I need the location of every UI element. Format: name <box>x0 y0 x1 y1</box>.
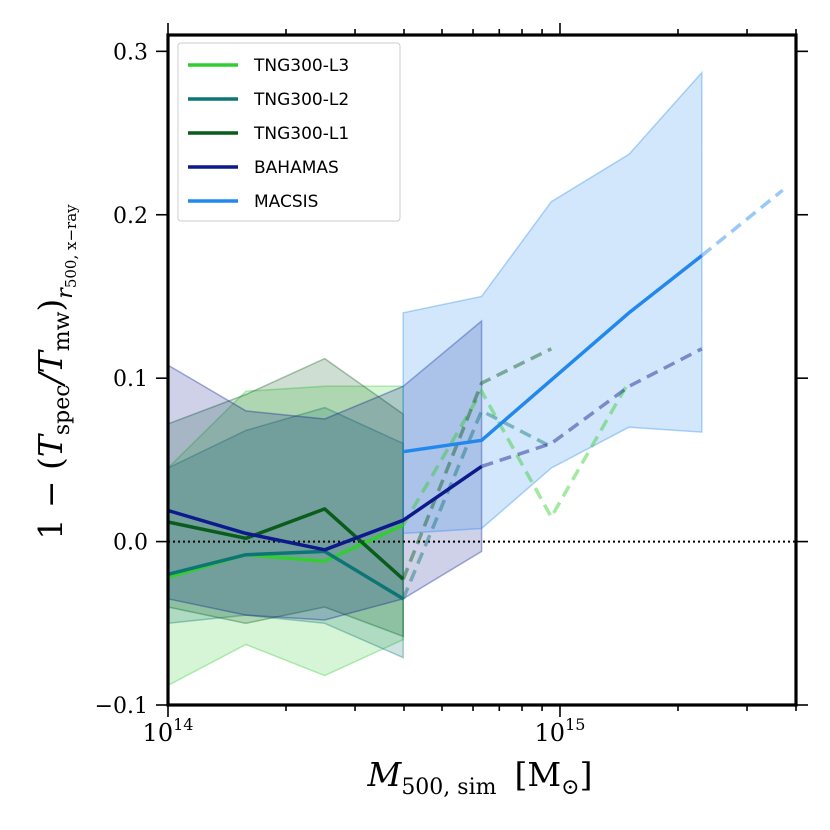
dashed-line-bahamas <box>481 347 703 469</box>
y-axis-label: 1 − (Tspec/Tmw)r500, x−ray <box>31 204 80 540</box>
dashed-line-tng300-l3 <box>401 380 631 527</box>
line-tng300-l2 <box>167 549 405 601</box>
legend-label-tng300-l1: TNG300-L1 <box>253 124 349 144</box>
x-axis-label-main: M <box>367 755 403 794</box>
x-axis-label-unit: [M <box>514 755 561 794</box>
line-macsis <box>402 254 703 454</box>
line-tng300-l1 <box>167 507 405 581</box>
dashed-line-tng300-l2 <box>401 408 553 600</box>
y-axis-label-close: ) <box>31 299 70 312</box>
x-tick-label-exponent: 14 <box>173 715 193 734</box>
y-axis-label-s2: mw <box>50 311 75 351</box>
x-axis-label: M500, sim [M⊙] <box>367 755 593 800</box>
y-axis-label-t2: T <box>31 348 70 373</box>
legend-label-bahamas: BAHAMAS <box>254 158 339 178</box>
legend-label-tng300-l3: TNG300-L3 <box>253 56 349 76</box>
band-macsis <box>402 70 703 535</box>
y-axis-label-sub: r <box>53 287 78 299</box>
x-axis-label-unit-close: ] <box>580 755 593 794</box>
band-bahamas <box>167 319 483 621</box>
band-tng300-l3 <box>167 385 404 687</box>
tick-labels-layer: 1014 1015−0.10.00.10.20.3 <box>95 40 586 747</box>
solid-lines-layer <box>167 254 703 601</box>
x-axis-label-sub: 500, sim <box>401 775 496 800</box>
y-tick-label: 0.2 <box>113 204 148 229</box>
y-tick-label: 0.3 <box>113 40 148 65</box>
dashed-lines-layer <box>401 188 784 600</box>
dashed-line-tng300-l1 <box>401 347 553 580</box>
x-axis-label-unit-sub: ⊙ <box>561 775 579 800</box>
y-tick-label: 0.1 <box>113 367 148 392</box>
y-axis-label-sub2: 500, x−ray <box>62 204 80 288</box>
x-tick-label-exponent: 15 <box>565 715 585 734</box>
x-tick-label: 1014 <box>143 715 194 747</box>
band-tng300-l2 <box>167 406 404 659</box>
band-tng300-l1 <box>167 357 404 638</box>
bands-layer <box>167 70 703 687</box>
legend-label-tng300-l2: TNG300-L2 <box>253 90 349 110</box>
legend: TNG300-L3 TNG300-L2 TNG300-L1 BAHAMAS MACSIS <box>177 42 401 222</box>
y-tick-label: −0.1 <box>95 694 148 719</box>
y-tick-label: 0.0 <box>113 531 148 556</box>
ticks-layer <box>156 23 808 717</box>
y-axis-label-s1: spec <box>50 384 75 435</box>
line-bahamas <box>167 464 483 552</box>
legend-label-macsis: MACSIS <box>254 192 318 212</box>
y-axis-label-main: 1 − ( <box>31 457 70 540</box>
y-axis-label-t1: T <box>31 432 70 457</box>
x-tick-label-base: 10 <box>535 719 566 747</box>
y-axis-label-slash: / <box>31 370 70 387</box>
x-tick-label-base: 10 <box>143 719 174 747</box>
legend-box <box>177 42 401 222</box>
x-tick-label: 1015 <box>535 715 586 747</box>
plot-frame <box>166 33 798 707</box>
dashed-line-macsis <box>700 188 784 257</box>
